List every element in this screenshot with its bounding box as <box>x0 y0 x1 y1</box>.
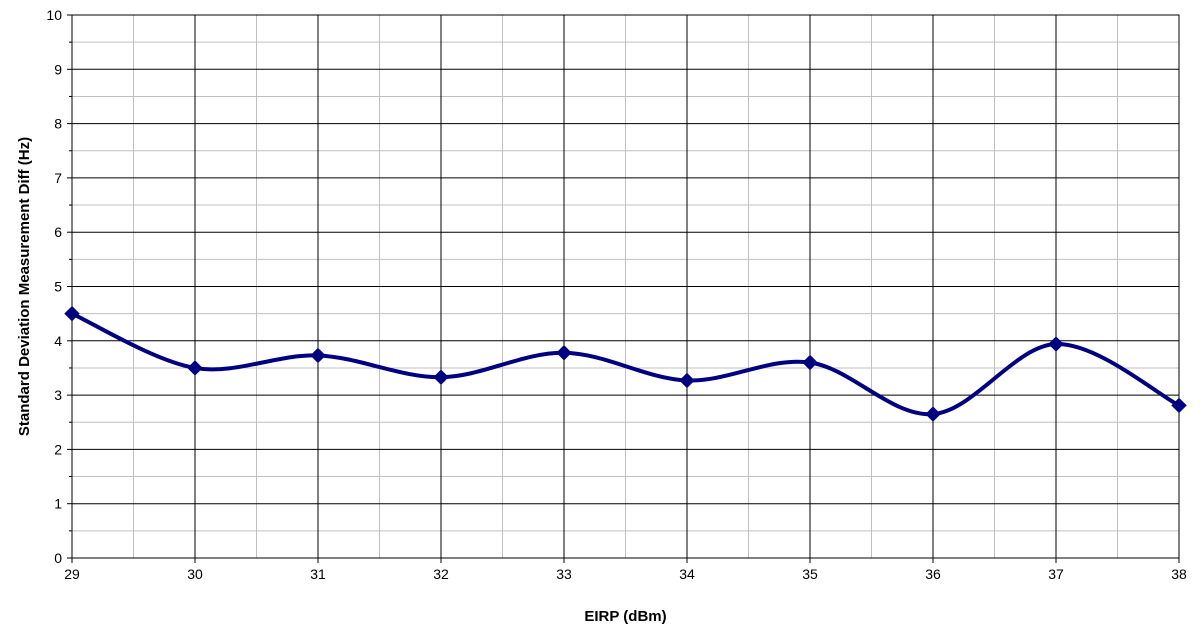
x-tick-label: 29 <box>64 566 80 582</box>
data-point-marker <box>310 347 326 364</box>
x-tick-label: 36 <box>925 566 941 582</box>
x-tick-label: 32 <box>433 566 449 582</box>
data-point-marker <box>556 345 572 361</box>
y-tick-label: 0 <box>54 550 62 566</box>
y-axis-title: Standard Deviation Measurement Diff (Hz) <box>16 137 33 436</box>
x-tick-label: 35 <box>802 566 818 582</box>
y-tick-label: 2 <box>54 441 62 457</box>
x-tick-label: 31 <box>310 566 326 582</box>
x-axis-ticks: 29 30 31 32 33 34 35 36 37 38 <box>64 558 1187 582</box>
x-axis-title: EIRP (dBm) <box>584 608 666 625</box>
y-tick-label: 4 <box>54 333 62 349</box>
data-point-marker <box>64 305 80 322</box>
y-tick-label: 8 <box>54 116 62 132</box>
y-tick-label: 9 <box>54 61 62 77</box>
data-point-marker <box>433 369 449 385</box>
x-tick-label: 30 <box>187 566 203 582</box>
data-point-marker <box>679 372 695 389</box>
x-tick-label: 34 <box>679 566 695 582</box>
y-tick-label: 1 <box>54 496 62 512</box>
y-tick-label: 7 <box>54 170 62 186</box>
x-tick-label: 37 <box>1048 566 1064 582</box>
y-tick-label: 10 <box>46 7 62 23</box>
data-point-marker <box>802 354 818 371</box>
x-tick-label: 33 <box>556 566 572 582</box>
data-point-marker <box>187 360 203 376</box>
data-point-marker <box>1048 336 1064 352</box>
series-line <box>71 311 1180 417</box>
y-tick-label: 5 <box>54 279 62 295</box>
data-point-marker <box>1171 397 1187 414</box>
x-tick-label: 38 <box>1171 566 1187 582</box>
y-tick-label: 6 <box>54 224 62 240</box>
y-tick-label: 3 <box>54 387 62 403</box>
series-layer <box>64 305 1187 422</box>
data-point-marker <box>925 406 941 422</box>
y-axis-ticks: 0 1 2 3 4 5 6 7 8 9 10 <box>46 7 72 566</box>
